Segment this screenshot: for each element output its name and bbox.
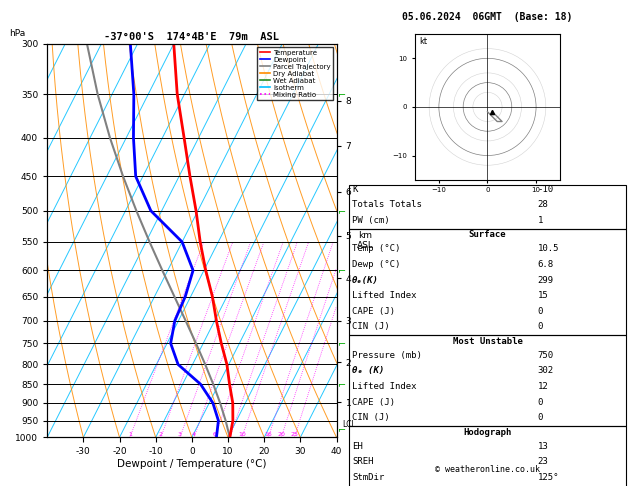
Text: Surface: Surface — [469, 230, 506, 240]
Text: 302: 302 — [538, 366, 554, 376]
Text: CAPE (J): CAPE (J) — [352, 398, 395, 407]
Text: 0: 0 — [538, 307, 543, 316]
Text: -10: -10 — [538, 185, 554, 194]
Text: 1: 1 — [538, 216, 543, 225]
Text: θₑ (K): θₑ (K) — [352, 366, 384, 376]
Text: Temp (°C): Temp (°C) — [352, 244, 401, 254]
Title: -37°00'S  174°4B'E  79m  ASL: -37°00'S 174°4B'E 79m ASL — [104, 32, 279, 42]
Text: K: K — [352, 185, 358, 194]
Text: 299: 299 — [538, 276, 554, 285]
Text: Most Unstable: Most Unstable — [452, 337, 523, 346]
Text: Pressure (mb): Pressure (mb) — [352, 351, 422, 360]
Text: ⌐: ⌐ — [338, 206, 347, 216]
Text: 25: 25 — [291, 433, 298, 437]
Text: 0: 0 — [538, 398, 543, 407]
Text: EH: EH — [352, 442, 363, 451]
Text: Lifted Index: Lifted Index — [352, 291, 417, 300]
Text: 28: 28 — [538, 200, 548, 209]
Text: 10: 10 — [238, 433, 246, 437]
X-axis label: Dewpoint / Temperature (°C): Dewpoint / Temperature (°C) — [117, 459, 267, 469]
Text: 6.8: 6.8 — [538, 260, 554, 269]
Text: 16: 16 — [264, 433, 272, 437]
Text: 3: 3 — [178, 433, 182, 437]
Text: 4: 4 — [192, 433, 196, 437]
Text: Lifted Index: Lifted Index — [352, 382, 417, 391]
Text: PW (cm): PW (cm) — [352, 216, 390, 225]
Text: 0: 0 — [538, 322, 543, 331]
Text: 15: 15 — [538, 291, 548, 300]
Text: 0: 0 — [538, 413, 543, 422]
Text: ⌐: ⌐ — [338, 89, 347, 99]
Text: θₑ(K): θₑ(K) — [352, 276, 379, 285]
Text: ⌐: ⌐ — [338, 379, 347, 389]
Text: kt: kt — [420, 37, 428, 46]
Text: LCL: LCL — [342, 419, 356, 429]
Text: © weatheronline.co.uk: © weatheronline.co.uk — [435, 465, 540, 474]
Text: Dewp (°C): Dewp (°C) — [352, 260, 401, 269]
Text: 20: 20 — [277, 433, 285, 437]
Y-axis label: km
ASL: km ASL — [357, 231, 374, 250]
Text: ⌐: ⌐ — [338, 338, 347, 348]
Text: hPa: hPa — [9, 29, 26, 38]
Text: Totals Totals: Totals Totals — [352, 200, 422, 209]
Text: 1: 1 — [128, 433, 132, 437]
Text: CAPE (J): CAPE (J) — [352, 307, 395, 316]
Legend: Temperature, Dewpoint, Parcel Trajectory, Dry Adiabat, Wet Adiabat, Isotherm, Mi: Temperature, Dewpoint, Parcel Trajectory… — [257, 47, 333, 100]
Text: StmDir: StmDir — [352, 473, 384, 482]
Text: 05.06.2024  06GMT  (Base: 18): 05.06.2024 06GMT (Base: 18) — [403, 12, 572, 22]
Text: ⌐: ⌐ — [338, 424, 347, 434]
Text: CIN (J): CIN (J) — [352, 413, 390, 422]
Text: Hodograph: Hodograph — [464, 428, 511, 437]
Text: 750: 750 — [538, 351, 554, 360]
Text: ⌐: ⌐ — [338, 265, 347, 276]
Text: CIN (J): CIN (J) — [352, 322, 390, 331]
Text: 23: 23 — [538, 457, 548, 467]
Text: 10.5: 10.5 — [538, 244, 559, 254]
Text: 12: 12 — [538, 382, 548, 391]
Text: 8: 8 — [228, 433, 232, 437]
Text: 125°: 125° — [538, 473, 559, 482]
Text: 2: 2 — [159, 433, 163, 437]
Text: 6: 6 — [213, 433, 216, 437]
Text: SREH: SREH — [352, 457, 374, 467]
Text: 13: 13 — [538, 442, 548, 451]
